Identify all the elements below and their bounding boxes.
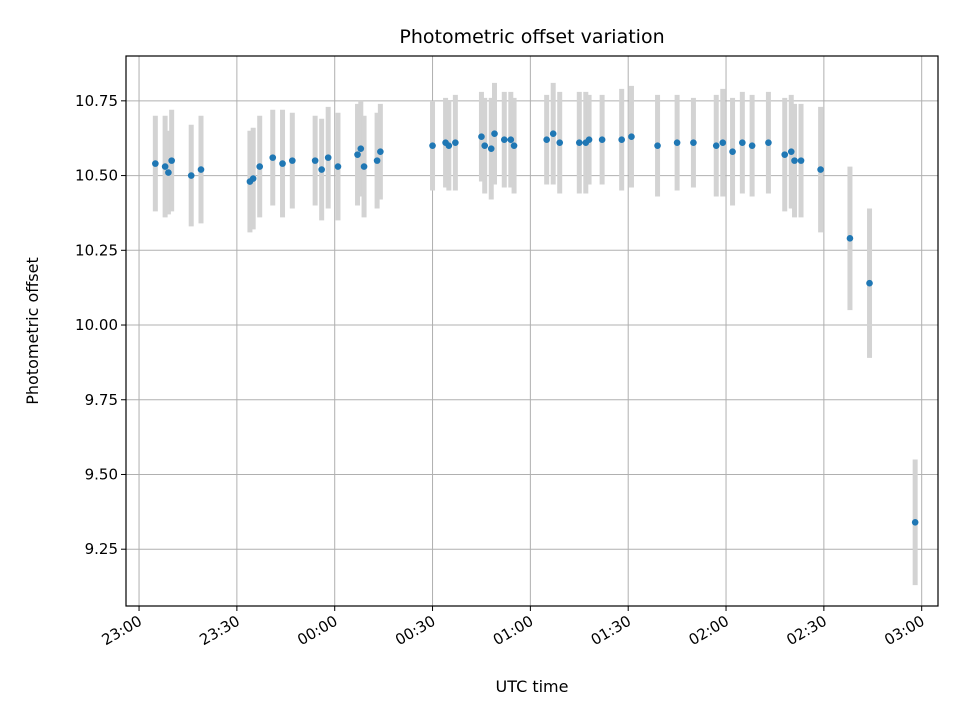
data-point [377,148,384,155]
data-point [452,139,459,146]
data-point [765,139,772,146]
data-points [152,130,919,526]
data-point [360,163,368,170]
data-point [748,142,756,149]
data-point [354,151,361,158]
data-point [673,139,681,146]
data-point [510,142,518,149]
data-point [256,163,264,170]
data-point [161,163,169,170]
data-point [197,166,205,173]
data-point [543,136,550,143]
y-tick-label: 9.25 [85,540,118,558]
data-point [334,163,342,170]
y-axis-title: Photometric offset [23,257,42,405]
data-point [152,160,159,167]
data-point [739,139,746,146]
data-point [556,139,564,146]
data-point [507,136,515,143]
plot-frame [125,55,939,607]
data-point [318,166,325,173]
data-point [445,142,453,149]
data-point [781,151,789,158]
data-point [787,148,795,155]
y-tick-label: 10.75 [75,92,118,110]
data-point [269,154,277,161]
data-point [846,235,854,242]
data-point [791,157,798,164]
data-point [500,136,508,143]
y-tick-label: 10.50 [75,167,118,185]
data-point [817,166,824,173]
data-point [598,136,606,143]
data-point [373,157,381,164]
data-point [729,148,736,155]
data-point [487,145,495,152]
data-point [712,142,720,149]
data-point [911,519,919,526]
data-point [324,154,332,161]
x-axis-title: UTC time [496,677,569,696]
grid-lines [126,56,938,606]
data-point [866,279,873,287]
data-point [719,139,727,146]
data-point [797,157,805,164]
data-point [187,172,195,179]
data-point [311,157,319,164]
data-point [478,133,485,141]
data-point [618,136,625,143]
y-tick-label: 10.00 [75,316,118,334]
data-point [289,157,296,164]
data-point [491,130,498,138]
data-point [168,157,175,164]
data-point [481,142,489,149]
data-point [357,145,365,152]
data-point [549,130,557,138]
y-tick-label: 9.75 [85,391,118,409]
y-tick-label: 10.25 [75,241,118,259]
y-tick-label: 9.50 [85,465,118,483]
data-point [279,160,286,167]
data-point [575,139,583,146]
data-point [429,142,436,149]
data-point [654,142,661,149]
data-point [249,175,257,182]
chart-title: Photometric offset variation [399,26,664,48]
data-point [690,139,697,146]
data-point [165,169,172,176]
data-point [585,136,593,143]
data-point [628,133,635,141]
